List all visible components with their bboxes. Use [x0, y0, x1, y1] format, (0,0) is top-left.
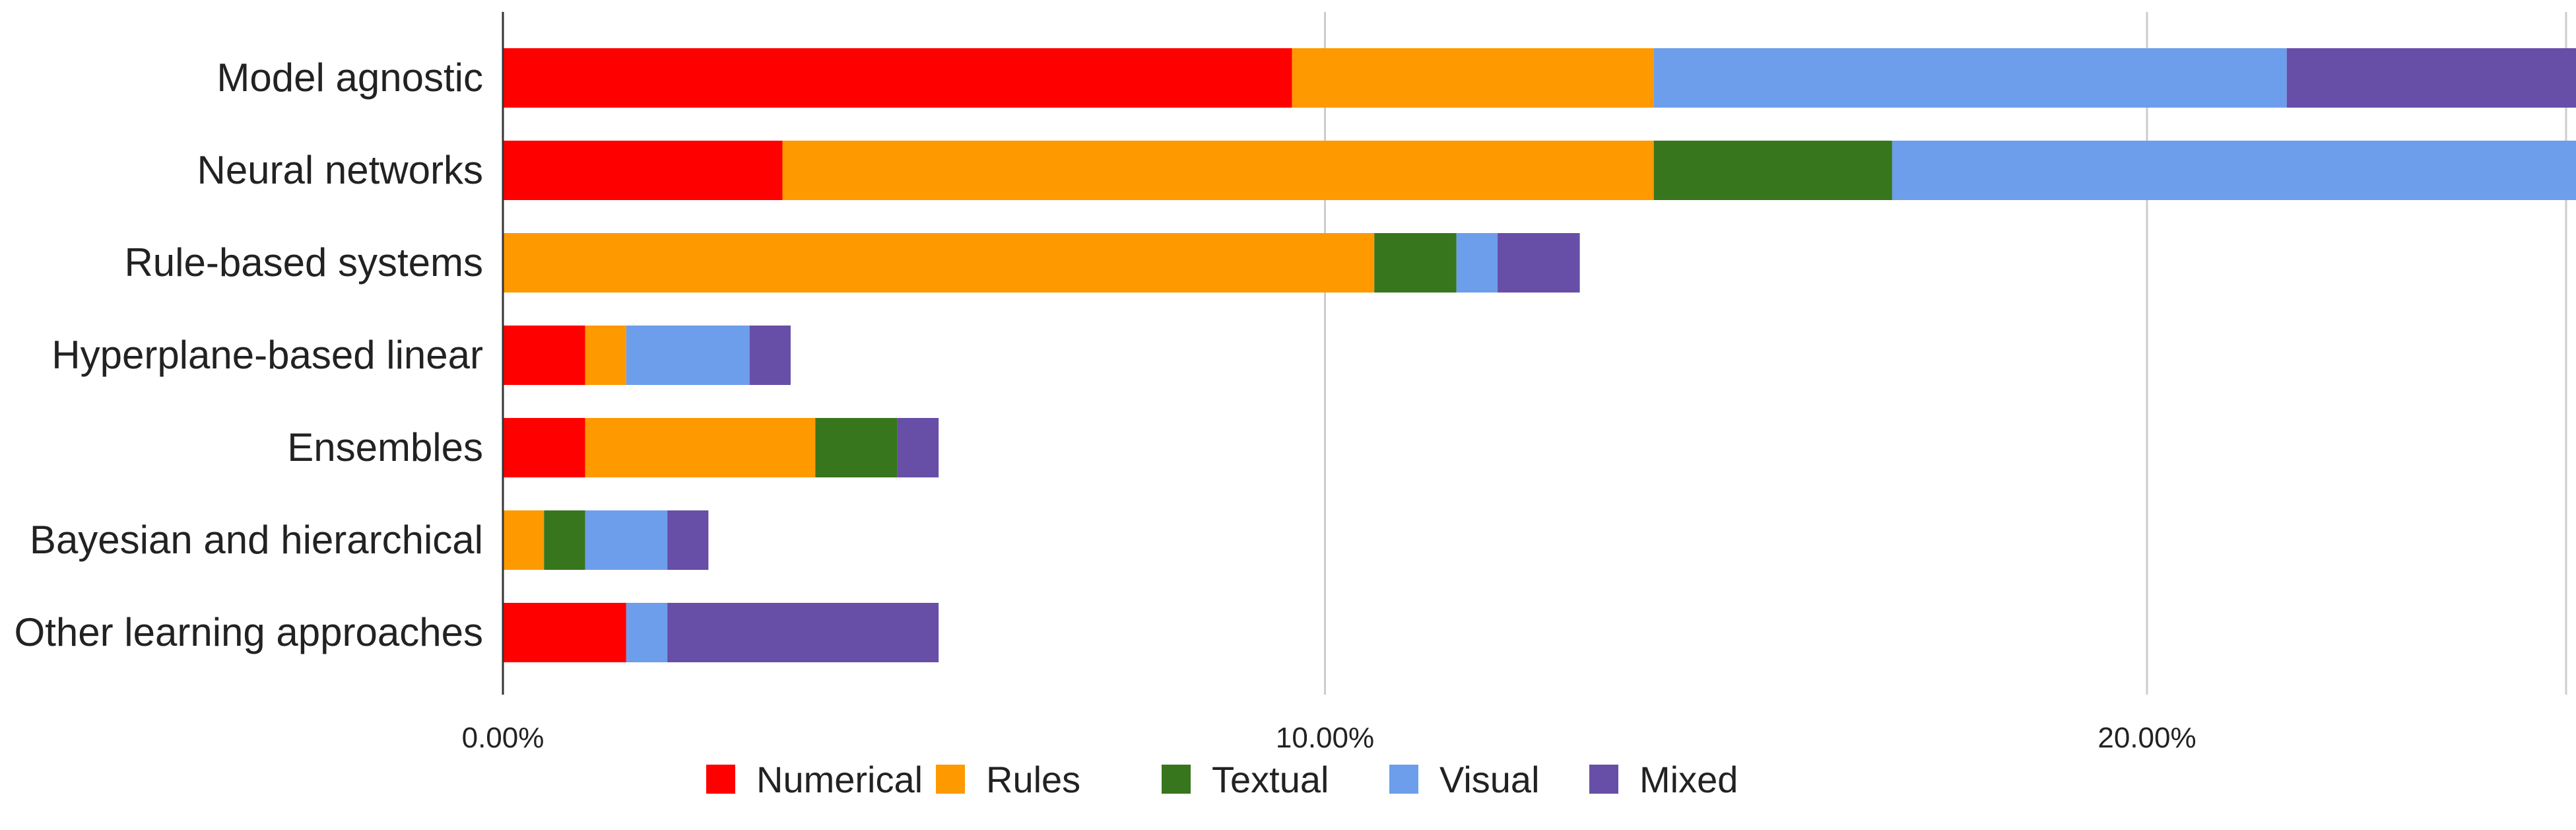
bar-neural-networks-rules	[782, 141, 1653, 200]
legend-label-visual: Visual	[1439, 759, 1540, 800]
legend-label-textual: Textual	[1212, 759, 1329, 800]
category-label-neural-networks: Neural networks	[197, 148, 483, 192]
bar-other-learning-approaches-mixed	[667, 603, 939, 662]
bar-hyperplane-based-linear-mixed	[750, 326, 791, 385]
bar-hyperplane-based-linear-visual	[626, 326, 750, 385]
bar-ensembles-rules	[585, 418, 816, 477]
category-label-model-agnostic: Model agnostic	[216, 55, 483, 100]
bar-hyperplane-based-linear-rules	[585, 326, 626, 385]
bar-model-agnostic-visual	[1654, 48, 2287, 108]
legend-label-numerical: Numerical	[756, 759, 923, 800]
bar-ensembles-numerical	[503, 418, 585, 477]
bar-layer	[503, 48, 2576, 662]
bar-rule-based-systems-rules	[503, 233, 1374, 293]
bar-bayesian-and-hierarchical-textual	[544, 510, 585, 570]
bar-rule-based-systems-mixed	[1498, 233, 1580, 293]
legend-swatch-mixed	[1589, 765, 1618, 794]
bar-model-agnostic-numerical	[503, 48, 1292, 108]
legend-label-mixed: Mixed	[1639, 759, 1738, 800]
category-label-other-learning-approaches: Other learning approaches	[15, 610, 483, 654]
x-tick-label-20-00: 20.00%	[2097, 722, 2196, 754]
bar-other-learning-approaches-visual	[626, 603, 667, 662]
category-labels: Model agnostic Neural networks Rule-based …	[15, 55, 483, 654]
bar-neural-networks-textual	[1654, 141, 1892, 200]
grid-layer	[1325, 12, 2576, 695]
bar-hyperplane-based-linear-numerical	[503, 326, 585, 385]
legend-swatch-visual	[1389, 765, 1418, 794]
bar-neural-networks-numerical	[503, 141, 782, 200]
x-tick-label-0-00: 0.00%	[462, 722, 545, 754]
category-label-bayesian-and-hierarchical: Bayesian and hierarchical	[30, 518, 483, 562]
category-label-ensembles: Ensembles	[287, 425, 483, 469]
legend-swatch-textual	[1162, 765, 1191, 794]
bar-bayesian-and-hierarchical-rules	[503, 510, 544, 570]
legend-label-rules: Rules	[986, 759, 1080, 800]
x-tick-label-10-00: 10.00%	[1276, 722, 1374, 754]
category-label-hyperplane-based-linear: Hyperplane-based linear	[51, 333, 483, 377]
legend: Numerical Rules Textual Visual Mixed	[706, 759, 1738, 800]
bar-bayesian-and-hierarchical-visual	[585, 510, 668, 570]
legend-swatch-rules	[936, 765, 965, 794]
category-label-rule-based-systems: Rule-based systems	[124, 240, 483, 285]
x-tick-labels: 0.00%10.00%20.00%30.00%40.00%	[462, 722, 2576, 754]
bar-bayesian-and-hierarchical-mixed	[667, 510, 708, 570]
bar-model-agnostic-rules	[1292, 48, 1654, 108]
legend-swatch-numerical	[706, 765, 735, 794]
bar-rule-based-systems-textual	[1374, 233, 1457, 293]
bar-neural-networks-visual	[1892, 141, 2576, 200]
bar-rule-based-systems-visual	[1457, 233, 1498, 293]
bar-ensembles-textual	[815, 418, 898, 477]
bar-model-agnostic-mixed	[2287, 48, 2576, 108]
bar-ensembles-mixed	[898, 418, 939, 477]
bar-other-learning-approaches-numerical	[503, 603, 626, 662]
